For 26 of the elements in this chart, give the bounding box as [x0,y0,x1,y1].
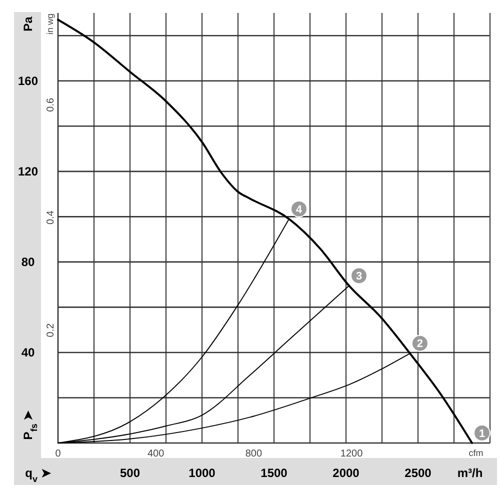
y-tick-label: 80 [21,255,35,270]
text: q$_{v}$ ➤ [25,466,52,484]
annotation: 2 [416,338,423,350]
line-series [57,18,473,444]
x2-tick-label: 0 [55,448,62,460]
x2-tick-label: 400 [148,448,165,460]
x2-tick-label: 1200 [340,448,364,460]
x-tick-label: 2500 [404,466,432,480]
y2-tick-label: 0.6 [46,97,56,112]
x-tick-label: 500 [120,466,140,480]
annotation: 4 [296,204,303,216]
x-tick-label: 2000 [332,466,360,480]
x-tick-label: 1500 [260,466,288,480]
annotation: 1 [478,428,486,440]
y-tick-label: 160 [18,74,38,88]
y-tick-label: 120 [18,164,38,179]
annotation: 3 [356,270,362,283]
x2-tick-label: 800 [245,448,262,460]
x-axis-title: m³/h [457,466,483,480]
y-tick-label: 40 [21,346,35,360]
y2-tick-label: 0.2 [46,322,56,338]
y2-tick-label: 0.4 [46,210,56,225]
y-axis-title: Pa [21,16,36,32]
x2-axis-title: cfm [468,448,484,458]
x-tick-label: 1000 [188,466,216,480]
y2-axis-title: in wg [45,13,56,35]
